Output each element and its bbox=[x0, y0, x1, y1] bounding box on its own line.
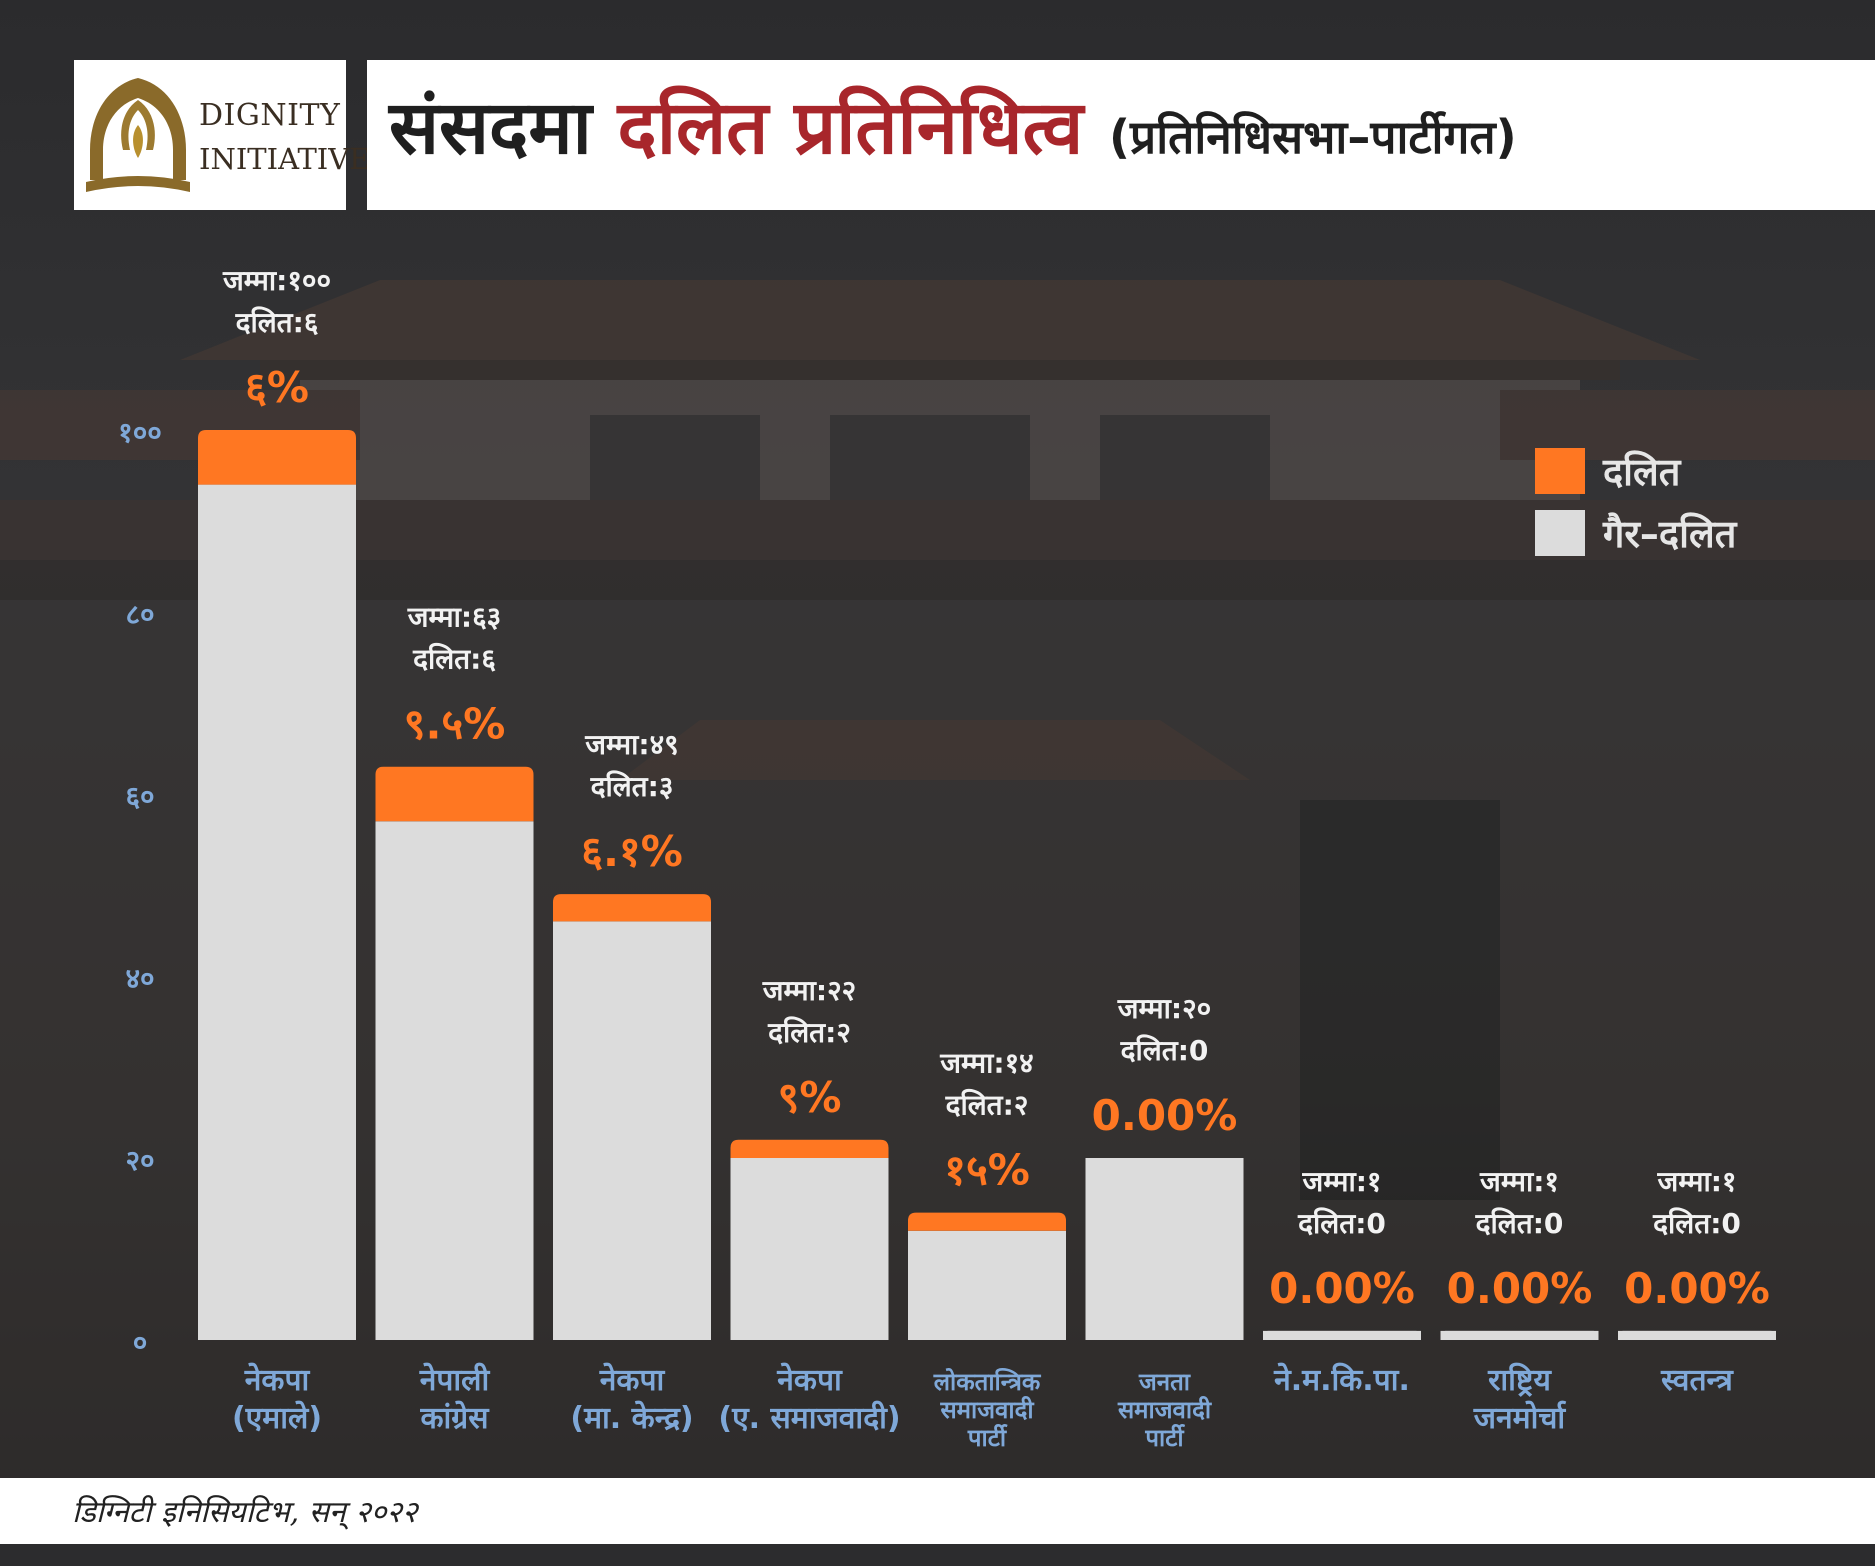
bar-dalit-count-label: दलित:0 bbox=[1652, 1207, 1741, 1240]
bar-total-label: जम्मा:६३ bbox=[407, 601, 501, 634]
bar-segment-non-dalit bbox=[375, 821, 534, 1340]
category-label: (एमाले) bbox=[232, 1400, 322, 1436]
y-tick-label: २० bbox=[125, 1144, 154, 1177]
bar-segment-non-dalit bbox=[730, 1158, 889, 1340]
legend-label-dalit: दलित bbox=[1603, 450, 1681, 494]
bar-dalit-count-label: दलित:0 bbox=[1475, 1207, 1564, 1240]
bar-percent-label: 0.00% bbox=[1447, 1264, 1593, 1313]
legend-swatch-non-dalit bbox=[1535, 510, 1585, 556]
bar-percent-label: 0.00% bbox=[1092, 1091, 1238, 1140]
category-label: जनमोर्चा bbox=[1473, 1400, 1567, 1436]
bar-percent-label: 0.00% bbox=[1269, 1264, 1415, 1313]
y-tick-label: ६० bbox=[125, 780, 154, 813]
bar-percent-label: ६.१% bbox=[581, 827, 683, 876]
bar-segment-dalit bbox=[730, 1139, 889, 1158]
legend-item-dalit: दलित bbox=[1535, 440, 1736, 502]
bar-percent-label: १५% bbox=[944, 1146, 1030, 1195]
bar-percent-label: ९% bbox=[778, 1073, 842, 1122]
category-label: (ए. समाजवादी) bbox=[718, 1400, 900, 1436]
bar-dalit-count-label: दलित:२ bbox=[945, 1089, 1029, 1122]
bar-dalit-count-label: दलित:0 bbox=[1297, 1207, 1386, 1240]
category-label: पार्टी bbox=[1144, 1424, 1185, 1452]
category-label: कांग्रेस bbox=[419, 1400, 490, 1436]
category-label: नेकपा bbox=[599, 1362, 666, 1398]
category-label: समाजवादी bbox=[1117, 1396, 1212, 1424]
bar-segment-dalit bbox=[198, 430, 356, 485]
bar-total-label: जम्मा:१०० bbox=[222, 264, 331, 297]
page-title: संसदमा दलित प्रतिनिधित्व (प्रतिनिधिसभा–प… bbox=[389, 78, 1517, 187]
category-label: नेकपा bbox=[776, 1362, 843, 1398]
bar-segment-dalit bbox=[375, 766, 534, 822]
category-label: समाजवादी bbox=[939, 1396, 1034, 1424]
bar-segment-non-dalit bbox=[198, 484, 356, 1341]
bar-segment-dalit bbox=[908, 1212, 1066, 1231]
logo-panel: DIGNITY INITIATIVE bbox=[74, 60, 370, 210]
bar-percent-label: ६% bbox=[245, 363, 309, 412]
bar-total-label: जम्मा:१ bbox=[1657, 1165, 1737, 1198]
category-label: लोकतान्त्रिक bbox=[933, 1368, 1042, 1396]
dignity-initiative-logo-icon bbox=[86, 78, 190, 192]
bar-segment-non-dalit bbox=[1085, 1158, 1244, 1340]
footer-bar: डिग्निटी इनिसियटिभ, सन् २०२२ bbox=[0, 1478, 1875, 1544]
legend-label-non-dalit: गैर–दलित bbox=[1603, 512, 1737, 556]
bar-total-label: जम्मा:१४ bbox=[939, 1047, 1033, 1080]
legend-swatch-dalit bbox=[1535, 448, 1585, 494]
stacked-bar-chart: ०२०४०६०८०१००जम्मा:१००दलित:६६%नेकपा(एमाले… bbox=[118, 264, 1776, 1452]
title-part1: संसदमा bbox=[389, 85, 592, 171]
bar-dalit-count-label: दलित:२ bbox=[767, 1016, 851, 1049]
bar-cap bbox=[1263, 1330, 1421, 1337]
bar-dalit-count-label: दलित:0 bbox=[1120, 1034, 1209, 1067]
category-label: जनता bbox=[1138, 1368, 1191, 1396]
category-label: राष्ट्रिय bbox=[1487, 1362, 1552, 1398]
bar-cap bbox=[1440, 1330, 1599, 1337]
y-tick-label: ८० bbox=[125, 598, 154, 631]
category-label: पार्टी bbox=[967, 1424, 1008, 1452]
bar-dalit-count-label: दलित:६ bbox=[412, 643, 496, 676]
footer-credit: डिग्निटी इनिसियटिभ, सन् २०२२ bbox=[72, 1495, 418, 1530]
title-part2: दलित प्रतिनिधित्व bbox=[617, 85, 1084, 171]
bar-percent-label: 0.00% bbox=[1624, 1264, 1770, 1313]
bar-dalit-count-label: दलित:६ bbox=[235, 306, 319, 339]
bar-total-label: जम्मा:१ bbox=[1302, 1165, 1382, 1198]
category-label: स्वतन्त्र bbox=[1660, 1363, 1734, 1398]
bar-percent-label: ९.५% bbox=[404, 700, 506, 749]
bar-segment-non-dalit bbox=[908, 1230, 1066, 1340]
category-label: (मा. केन्द्र) bbox=[570, 1400, 693, 1436]
bar-total-label: जम्मा:२२ bbox=[762, 974, 856, 1007]
bar-cap bbox=[1618, 1330, 1776, 1337]
category-label: नेपाली bbox=[419, 1362, 491, 1398]
y-tick-label: १०० bbox=[118, 416, 162, 449]
legend-item-non-dalit: गैर–दलित bbox=[1535, 502, 1736, 564]
y-tick-label: ० bbox=[133, 1326, 148, 1359]
bottom-strip bbox=[0, 1544, 1875, 1566]
bar-segment-non-dalit bbox=[553, 921, 711, 1340]
bar-total-label: जम्मा:४९ bbox=[584, 728, 678, 761]
title-panel: संसदमा दलित प्रतिनिधित्व (प्रतिनिधिसभा–प… bbox=[367, 60, 1875, 210]
bar-total-label: जम्मा:२० bbox=[1117, 992, 1211, 1025]
category-label: ने.म.कि.पा. bbox=[1273, 1362, 1410, 1398]
y-tick-label: ४० bbox=[125, 962, 154, 995]
bar-total-label: जम्मा:१ bbox=[1479, 1165, 1559, 1198]
title-part3: (प्रतिनिधिसभा–पार्टीगत) bbox=[1109, 110, 1517, 164]
category-label: नेकपा bbox=[244, 1362, 311, 1398]
chart-legend: दलित गैर–दलित bbox=[1535, 440, 1736, 564]
bar-segment-dalit bbox=[553, 894, 711, 922]
logo-text-line2: INITIATIVE bbox=[199, 142, 371, 176]
bar-dalit-count-label: दलित:३ bbox=[590, 770, 674, 803]
logo-text-line1: DIGNITY bbox=[199, 98, 341, 133]
bar-cap bbox=[1085, 1158, 1244, 1164]
